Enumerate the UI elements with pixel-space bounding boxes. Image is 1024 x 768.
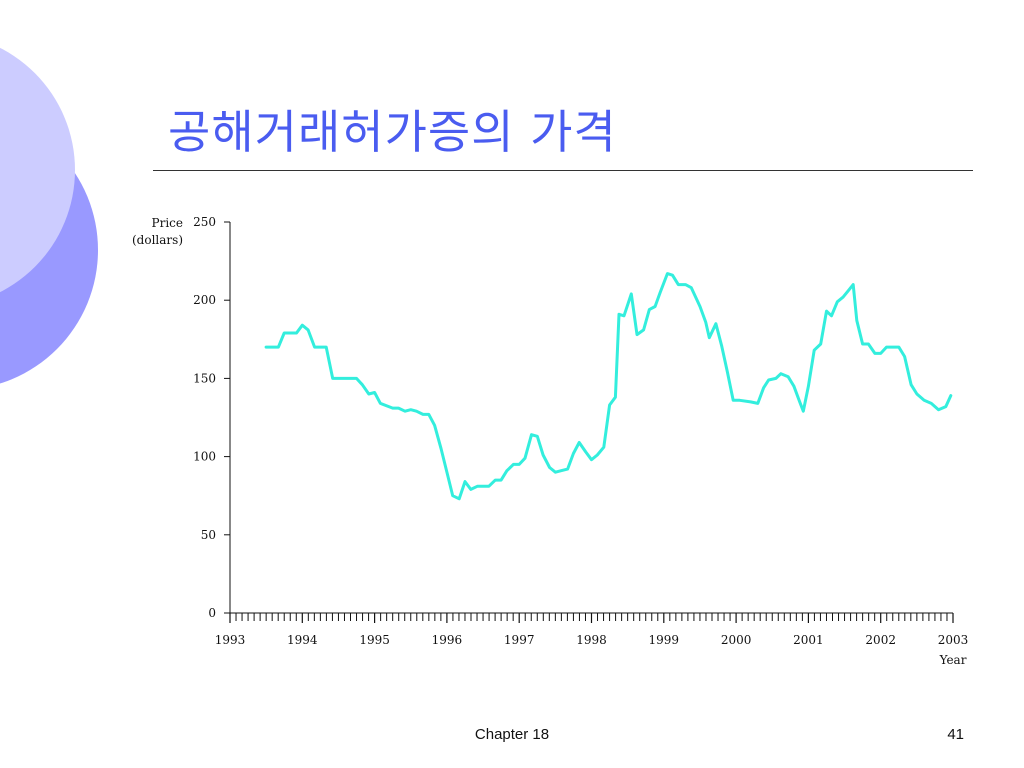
x-tick-label: 1999: [649, 633, 680, 647]
chart-ticks: 0 50 100 150 200 250 1993 1994 1995 1996 1997 1998 1…: [193, 215, 968, 647]
x-tick-label: 1994: [287, 633, 318, 647]
footer-chapter: Chapter 18: [474, 726, 550, 743]
y-axis-title-line2: (dollars): [132, 233, 183, 247]
y-tick-label: 50: [201, 528, 216, 542]
x-tick-label: 2000: [721, 633, 752, 647]
chart-series-layer: [264, 272, 953, 501]
x-tick-label: 1997: [504, 633, 535, 647]
slide-title: 공해거래허가증의 가격: [168, 105, 617, 159]
x-tick-label: 2003: [938, 633, 969, 647]
x-tick-label: 1998: [576, 633, 607, 647]
y-tick-label: 0: [208, 606, 216, 620]
x-tick-label: 2001: [793, 633, 824, 647]
x-tick-label: 1996: [432, 633, 463, 647]
y-tick-label: 100: [193, 450, 216, 464]
deco-circle-light: [0, 47, 75, 293]
title-divider: [153, 170, 973, 171]
x-tick-label: 1993: [215, 633, 246, 647]
y-tick-label: 250: [193, 215, 216, 229]
chart-axes: [229, 222, 953, 614]
x-axis-title: Year: [939, 653, 967, 667]
x-tick-label: 1995: [359, 633, 390, 647]
page-number: 41: [947, 726, 964, 743]
y-axis-title-line1: Price: [152, 216, 183, 230]
y-tick-label: 150: [193, 371, 216, 385]
y-tick-label: 200: [193, 293, 216, 307]
x-tick-label: 2002: [865, 633, 896, 647]
price-series-line: [264, 272, 953, 501]
